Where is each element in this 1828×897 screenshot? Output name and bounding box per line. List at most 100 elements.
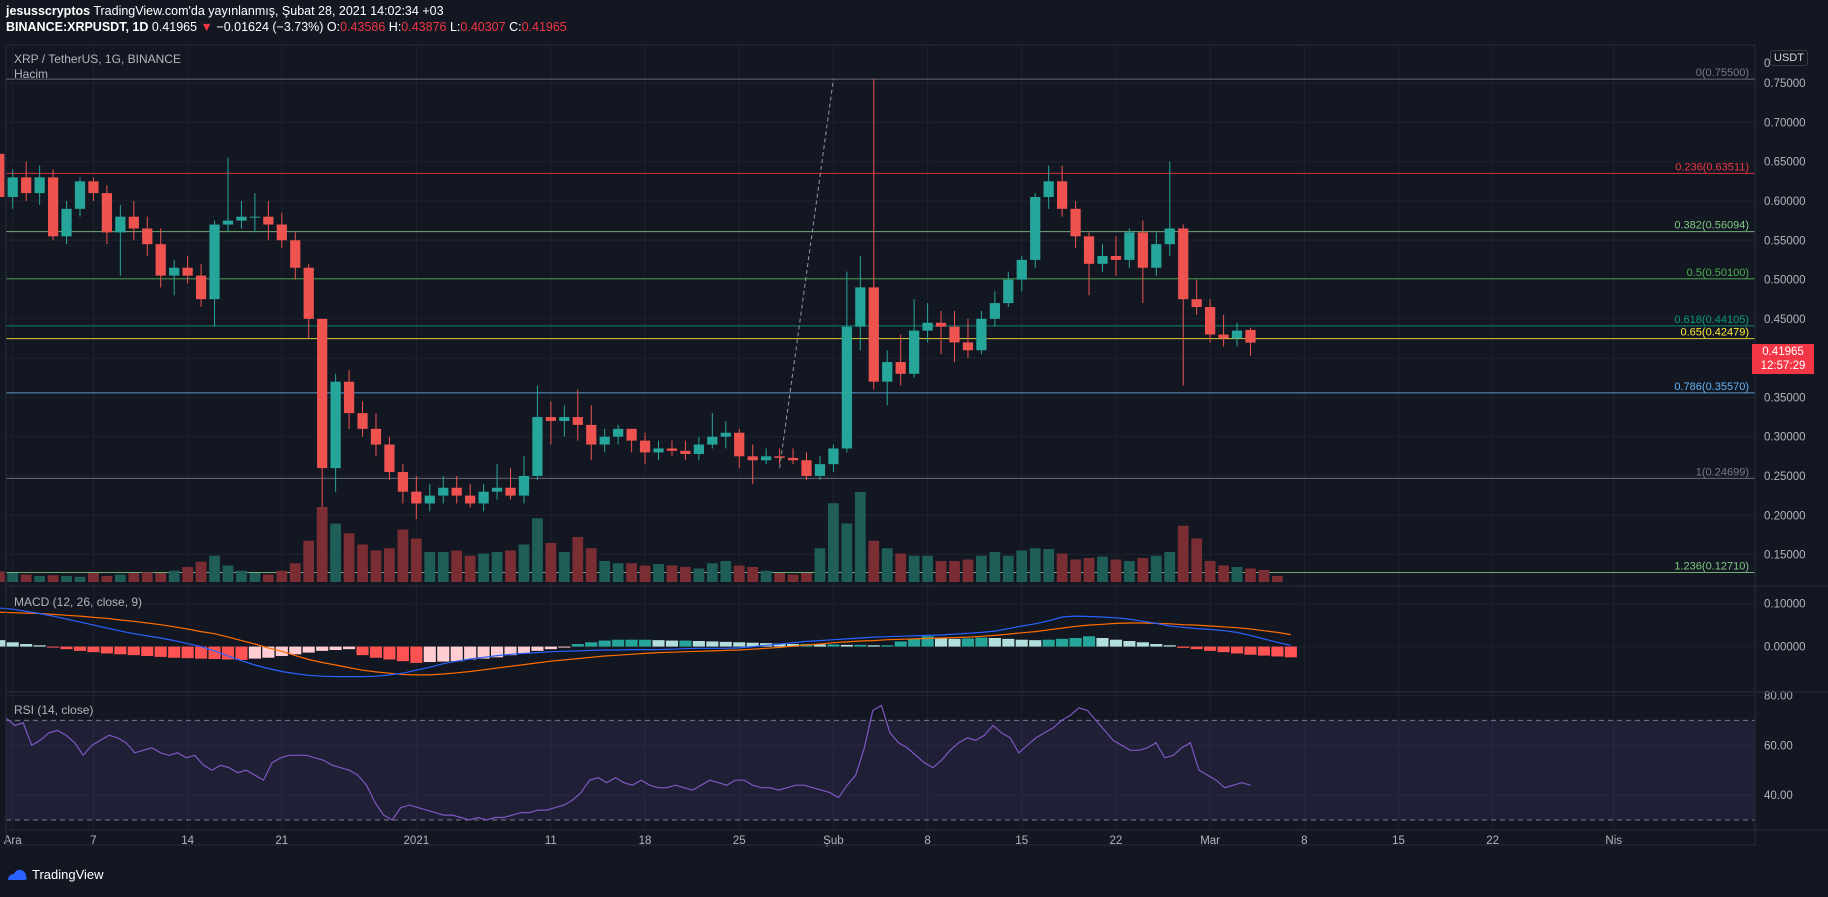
candle-body bbox=[1124, 232, 1135, 260]
time-axis[interactable]: Ara 7 14 21 2021 11 18 25 Şub 8 15 22 Mar 8 15 22 Nis bbox=[4, 835, 1623, 847]
volume-bar bbox=[141, 572, 153, 582]
macd-histogram-bar bbox=[60, 646, 73, 650]
macd-histogram-bar bbox=[423, 646, 436, 663]
macd-histogram-bar bbox=[114, 646, 127, 655]
volume-bar bbox=[1056, 553, 1068, 582]
price-tick-label: 0.75000 bbox=[1764, 78, 1806, 90]
currency-badge[interactable]: USDT bbox=[1770, 50, 1808, 66]
price-axis[interactable]: 00.150000.200000.250000.300000.350000.40… bbox=[1764, 58, 1806, 802]
candle-body bbox=[1016, 259, 1027, 280]
candle-body bbox=[357, 413, 368, 429]
macd-histogram-bar bbox=[719, 641, 732, 647]
publish-info: TradingView.com'da yayınlanmış, Şubat 28… bbox=[93, 4, 444, 18]
macd-histogram-bar bbox=[1029, 640, 1042, 647]
candle-body bbox=[734, 432, 745, 457]
candle-body bbox=[814, 464, 826, 476]
candle-body bbox=[21, 177, 32, 194]
macd-histogram-bar bbox=[908, 638, 921, 647]
rsi-pane bbox=[5, 704, 1755, 821]
volume-bar bbox=[7, 573, 19, 582]
volume-bar bbox=[693, 568, 705, 582]
candle-body bbox=[465, 495, 476, 504]
high-value: 0.43876 bbox=[401, 20, 447, 34]
macd-histogram-bar bbox=[477, 646, 490, 659]
fib-level-label: 1(0.24699) bbox=[1696, 466, 1749, 478]
volume-bar bbox=[801, 573, 812, 582]
volume-bar bbox=[680, 567, 691, 582]
macd-histogram-bar bbox=[383, 646, 396, 660]
macd-histogram-bar bbox=[356, 646, 369, 656]
close-value: 0.41965 bbox=[521, 20, 567, 34]
volume-bar bbox=[1029, 548, 1041, 582]
candle-body bbox=[1178, 228, 1189, 300]
candle-body bbox=[613, 428, 624, 437]
price-tick-label: 0.65000 bbox=[1764, 157, 1806, 169]
candle-body bbox=[680, 450, 691, 454]
volume-bar bbox=[262, 574, 274, 582]
candle-body bbox=[397, 472, 409, 492]
candle-body bbox=[343, 381, 355, 414]
macd-histogram-bar bbox=[1109, 639, 1122, 647]
volume-bar bbox=[599, 561, 611, 582]
macd-histogram-bar bbox=[1042, 639, 1055, 647]
volume-bar bbox=[1097, 556, 1108, 582]
author-name[interactable]: jesusscryptos bbox=[6, 4, 91, 18]
time-tick-label: 7 bbox=[90, 835, 96, 847]
candle-body bbox=[88, 181, 99, 194]
rsi-tick-label: 40.00 bbox=[1764, 790, 1793, 802]
volume-bar bbox=[1258, 570, 1270, 582]
volume-bar bbox=[747, 567, 759, 582]
price-badge-value: 0.41965 bbox=[1762, 346, 1804, 358]
volume-bar bbox=[451, 550, 463, 582]
time-tick-label: 15 bbox=[1392, 835, 1405, 847]
macd-histogram-bar bbox=[679, 640, 692, 647]
macd-histogram-bar bbox=[262, 646, 275, 658]
main-legend: XRP / TetherUS, 1G, BINANCE Hacim bbox=[14, 52, 181, 82]
macd-histogram-bar bbox=[20, 644, 33, 647]
volume-bar bbox=[1164, 552, 1176, 582]
rsi-tick-label: 60.00 bbox=[1764, 740, 1793, 752]
volume-bar bbox=[881, 548, 893, 582]
candle-body bbox=[868, 287, 879, 382]
candle-body bbox=[989, 303, 1000, 319]
volume-bar bbox=[236, 570, 247, 582]
volume-bar bbox=[572, 537, 584, 582]
macd-pane bbox=[0, 607, 1297, 678]
macd-histogram-bar bbox=[948, 638, 961, 647]
volume-bar bbox=[1191, 538, 1203, 582]
macd-histogram-bar bbox=[665, 640, 679, 647]
volume-bar bbox=[545, 543, 557, 582]
candle-body bbox=[128, 216, 139, 229]
rsi-legend[interactable]: RSI (14, close) bbox=[14, 703, 94, 717]
time-tick-label: 15 bbox=[1015, 835, 1028, 847]
time-tick-label: 8 bbox=[924, 835, 930, 847]
volume-bar bbox=[935, 561, 947, 582]
candle-body bbox=[209, 224, 220, 300]
footer-brand[interactable]: TradingView bbox=[32, 867, 104, 882]
macd-histogram-bar bbox=[598, 640, 611, 647]
volume-bar bbox=[478, 553, 489, 582]
price-tick-label: 0.55000 bbox=[1764, 235, 1806, 247]
macd-histogram-bar bbox=[73, 646, 87, 651]
volume-bar bbox=[397, 529, 409, 582]
volume-bar bbox=[249, 573, 261, 582]
candle-body bbox=[626, 428, 637, 441]
trend-line[interactable] bbox=[779, 79, 834, 469]
publish-line: jesusscryptos TradingView.com'da yayınla… bbox=[6, 3, 567, 19]
macd-legend[interactable]: MACD (12, 26, close, 9) bbox=[14, 595, 143, 609]
macd-histogram-bar bbox=[47, 646, 60, 648]
candle-body bbox=[1097, 255, 1108, 264]
main-legend-title[interactable]: XRP / TetherUS, 1G, BINANCE bbox=[14, 52, 181, 66]
price-change: −0.01624 (−3.73%) bbox=[216, 20, 324, 34]
candle-body bbox=[169, 267, 180, 276]
volume-bar bbox=[666, 565, 678, 582]
volume-legend[interactable]: Hacim bbox=[14, 67, 49, 81]
candle-body bbox=[101, 193, 113, 233]
chart-canvas[interactable]: 0(0.75500) 0.236(0.63511) 0.382(0.56094) 0.… bbox=[0, 36, 1828, 876]
macd-histogram-bar bbox=[302, 646, 315, 653]
fib-level-label: 0.65(0.42479) bbox=[1681, 327, 1750, 339]
volume-bar bbox=[1245, 568, 1256, 582]
volume-bar bbox=[74, 576, 86, 582]
macd-histogram-bar bbox=[1190, 646, 1203, 650]
rsi-tick-label: 80.00 bbox=[1764, 690, 1793, 702]
